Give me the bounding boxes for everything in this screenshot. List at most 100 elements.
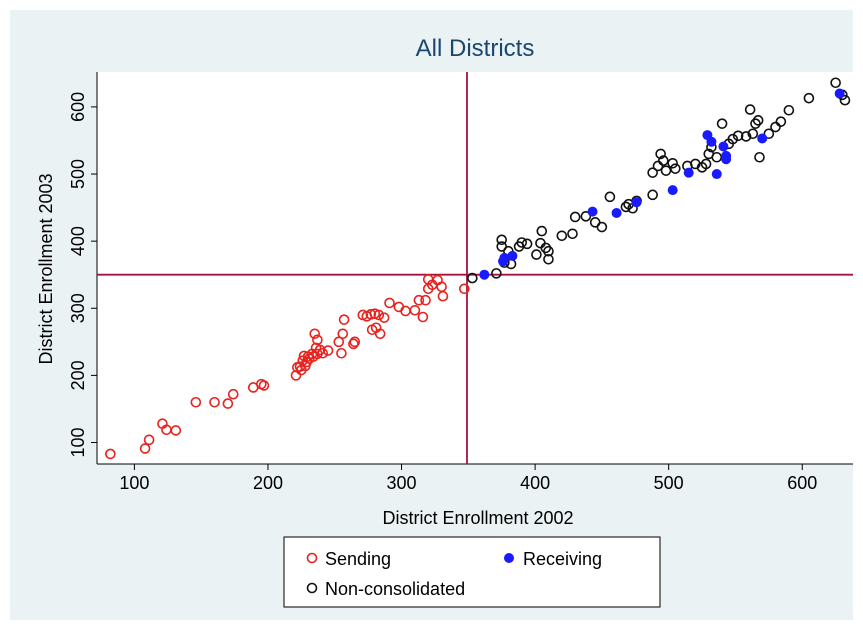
point-receiving	[683, 167, 694, 178]
legend-marker-receiving	[504, 553, 514, 563]
x-tick-label: 600	[787, 473, 817, 493]
point-non-consolidated	[496, 234, 508, 246]
y-tick-label: 400	[68, 226, 88, 256]
point-non-consolidated	[536, 225, 548, 237]
point-sending	[190, 396, 202, 408]
point-sending	[314, 344, 326, 356]
point-non-consolidated	[567, 228, 578, 240]
point-non-consolidated	[647, 167, 658, 178]
point-non-consolidated	[521, 238, 533, 250]
point-non-consolidated	[839, 94, 851, 106]
plot-area	[97, 72, 853, 464]
point-non-consolidated	[540, 242, 552, 254]
point-non-consolidated	[543, 245, 554, 257]
point-non-consolidated	[556, 230, 568, 242]
point-sending	[348, 338, 359, 350]
point-non-consolidated	[775, 116, 787, 127]
point-sending	[437, 290, 449, 302]
point-non-consolidated	[727, 133, 739, 145]
legend-marker-non-consolidated	[306, 582, 318, 594]
point-non-consolidated	[754, 151, 765, 163]
point-non-consolidated	[652, 160, 664, 172]
point-non-consolidated	[750, 118, 761, 129]
x-tick-label: 500	[654, 473, 684, 493]
point-non-consolidated	[531, 249, 542, 260]
point-receiving	[834, 88, 845, 99]
legend-label-receiving: Receiving	[523, 549, 602, 569]
point-non-consolidated	[491, 268, 502, 279]
point-receiving	[757, 133, 768, 144]
point-sending	[420, 294, 431, 306]
point-sending	[322, 345, 334, 356]
legend-label-non-consolidated: Non-consolidated	[325, 579, 465, 599]
point-non-consolidated	[711, 151, 723, 163]
legend-label-sending: Sending	[325, 549, 391, 569]
point-sending	[312, 334, 323, 346]
point-sending	[409, 304, 421, 316]
point-non-consolidated	[732, 130, 744, 142]
point-receiving	[587, 206, 598, 217]
x-tick-label: 200	[253, 473, 283, 493]
point-sending	[337, 328, 349, 340]
point-receiving	[721, 154, 732, 165]
x-tick-label: 300	[387, 473, 417, 493]
point-sending	[349, 336, 361, 348]
point-receiving	[711, 169, 722, 180]
point-non-consolidated	[752, 115, 764, 126]
point-non-consolidated	[604, 191, 616, 203]
point-sending	[222, 398, 234, 409]
x-tick-label: 400	[520, 473, 550, 493]
point-sending	[338, 314, 350, 325]
chart-title: All Districts	[416, 35, 535, 62]
point-non-consolidated	[670, 163, 681, 174]
point-sending	[459, 283, 470, 295]
point-sending	[170, 425, 182, 436]
point-non-consolidated	[667, 157, 678, 169]
point-receiving	[718, 141, 729, 152]
point-sending	[413, 294, 425, 306]
legend: Sending Receiving Non-consolidated	[283, 536, 661, 608]
point-non-consolidated	[658, 155, 669, 166]
data-points	[105, 77, 851, 460]
point-receiving	[479, 269, 490, 280]
point-sending	[317, 347, 329, 359]
point-non-consolidated	[467, 272, 478, 284]
point-sending	[227, 388, 239, 400]
point-non-consolidated	[569, 211, 581, 223]
point-receiving	[507, 250, 518, 261]
point-sending	[384, 297, 395, 309]
point-non-consolidated	[543, 253, 554, 265]
point-non-consolidated	[716, 118, 728, 129]
point-sending	[373, 309, 385, 321]
point-sending	[374, 328, 386, 340]
x-axis-label: District Enrollment 2002	[382, 508, 573, 528]
point-non-consolidated	[620, 201, 632, 213]
point-non-consolidated	[647, 189, 658, 201]
point-sending	[336, 347, 347, 359]
y-tick-label: 200	[68, 360, 88, 390]
point-non-consolidated	[744, 104, 756, 115]
point-non-consolidated	[596, 221, 608, 233]
legend-box	[283, 536, 661, 608]
point-non-consolidated	[783, 104, 795, 116]
point-sending	[378, 312, 390, 323]
point-sending	[417, 311, 429, 323]
legend-marker-sending	[306, 552, 318, 564]
point-sending	[209, 396, 220, 408]
y-tick-label: 600	[68, 92, 88, 122]
point-non-consolidated	[747, 128, 759, 140]
y-tick-label: 500	[68, 159, 88, 189]
point-sending	[143, 434, 155, 446]
point-sending	[301, 356, 313, 368]
axes: 100 200 300 400 500 600 100 200 300 400 500 600	[68, 72, 853, 493]
point-sending	[139, 443, 151, 454]
point-non-consolidated	[803, 92, 815, 104]
point-sending	[258, 380, 270, 391]
point-non-consolidated	[763, 128, 775, 140]
point-receiving	[611, 207, 622, 218]
y-tick-label: 300	[68, 293, 88, 323]
point-receiving	[499, 252, 510, 263]
point-non-consolidated	[655, 148, 666, 160]
